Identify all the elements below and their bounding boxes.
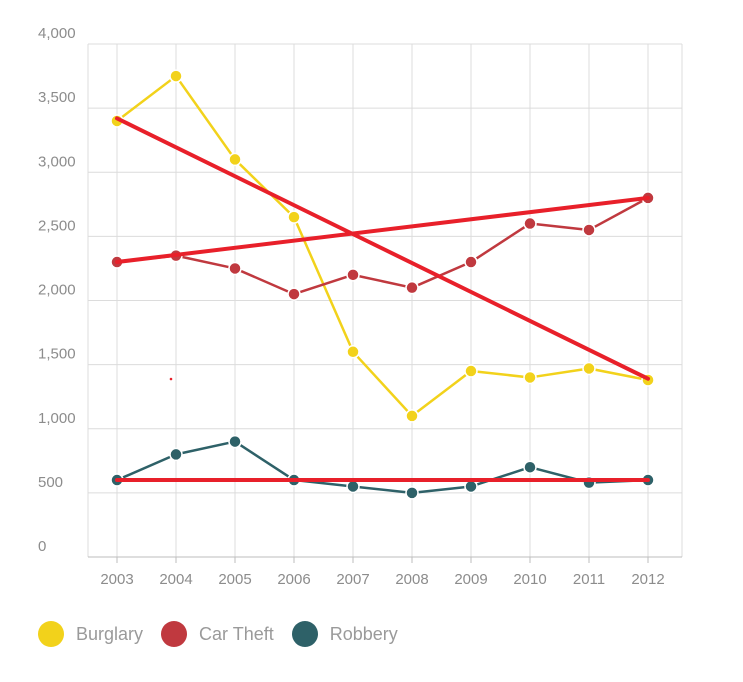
y-tick-label: 3,000 xyxy=(38,153,76,170)
data-point-burglary xyxy=(228,152,242,167)
data-point-burglary xyxy=(405,409,419,423)
grid xyxy=(87,43,683,558)
x-tick-label: 2005 xyxy=(218,571,251,588)
legend: Burglary Car Theft Robbery xyxy=(38,618,416,650)
data-point-robbery xyxy=(464,479,478,494)
x-tick-label: 2003 xyxy=(100,571,133,588)
legend-item-robbery: Robbery xyxy=(291,621,398,647)
x-tick-label: 2004 xyxy=(159,571,192,588)
legend-swatch xyxy=(291,621,318,647)
x-tick-label: 2012 xyxy=(631,571,664,588)
legend-label: Car Theft xyxy=(199,623,274,644)
trend-line xyxy=(115,195,650,265)
legend-swatch xyxy=(38,621,64,647)
y-tick-label: 2,000 xyxy=(38,282,76,299)
data-point-burglary xyxy=(169,69,183,83)
y-tick-label: 2,500 xyxy=(38,217,76,234)
y-tick-label: 500 xyxy=(38,474,63,491)
data-point-burglary xyxy=(523,370,537,385)
trend-annotations xyxy=(115,116,650,483)
data-point-burglary xyxy=(287,210,301,224)
data-point-burglary xyxy=(346,345,360,359)
y-axis-ticks: 0 500 1,000 1,500 2,000 2,500 3,000 3,500 4,000 xyxy=(38,25,76,555)
data-point-car-theft xyxy=(405,280,419,295)
data-point-burglary xyxy=(582,361,596,376)
x-tick-label: 2010 xyxy=(513,571,546,588)
legend-swatch xyxy=(161,621,188,647)
series-line-robbery xyxy=(116,440,649,495)
trend-line xyxy=(115,116,650,381)
data-point-car-theft xyxy=(346,268,360,282)
y-tick-label: 0 xyxy=(38,538,46,555)
data-point-car-theft xyxy=(582,223,596,237)
legend-item-burglary: Burglary xyxy=(38,621,143,647)
data-point-robbery xyxy=(169,447,183,462)
data-point-robbery xyxy=(523,460,537,474)
y-tick-label: 3,500 xyxy=(38,89,76,106)
data-point-car-theft xyxy=(228,261,242,276)
data-point-car-theft xyxy=(523,216,537,231)
series-line-burglary xyxy=(116,74,649,418)
y-tick-label: 1,500 xyxy=(38,346,76,363)
legend-item-car-theft: Car Theft xyxy=(161,621,274,647)
data-point-robbery xyxy=(228,434,242,449)
data-point-robbery xyxy=(405,486,419,500)
y-tick-label: 4,000 xyxy=(38,25,76,42)
series-lines xyxy=(110,69,655,500)
x-tick-label: 2009 xyxy=(454,571,487,588)
data-point-car-theft xyxy=(287,287,301,301)
legend-label: Burglary xyxy=(76,623,144,644)
data-point-robbery xyxy=(346,479,360,494)
series-line-car-theft xyxy=(116,196,649,296)
x-tick-label: 2008 xyxy=(395,571,428,588)
y-tick-label: 1,000 xyxy=(38,410,76,427)
legend-label: Robbery xyxy=(329,623,398,644)
x-tick-label: 2011 xyxy=(573,571,605,588)
data-point-burglary xyxy=(464,364,478,378)
x-axis-ticks: 2003 2004 2005 2006 2007 2008 2009 2010 2011 2012 xyxy=(100,557,665,588)
stray-mark xyxy=(169,377,173,381)
data-point-car-theft xyxy=(464,255,478,269)
x-tick-label: 2007 xyxy=(336,571,369,588)
x-tick-label: 2006 xyxy=(277,571,310,588)
